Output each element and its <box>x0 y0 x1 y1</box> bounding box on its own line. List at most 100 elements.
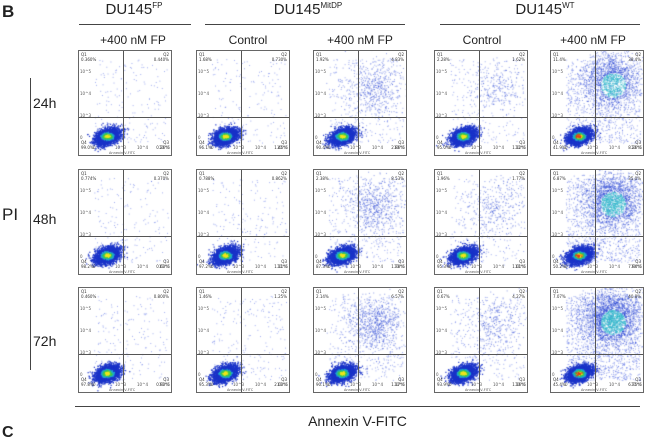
quadrant-label: Q4 <box>553 140 559 145</box>
quadrant-value: 0.460% <box>81 294 97 299</box>
scatter-density <box>197 51 289 155</box>
quadrant-label: Q1 <box>316 289 322 294</box>
y-tick-label: 10^4 <box>80 210 91 215</box>
quadrant-label: Q1 <box>553 52 559 57</box>
quadrant-value: 1.96% <box>437 176 450 181</box>
x-tick-label: 10^5 <box>394 145 405 150</box>
scatter-density <box>551 170 643 274</box>
quadrant-value: 2.28% <box>437 57 450 62</box>
quadrant-label: Q3 <box>635 140 641 145</box>
x-tick-label: 10^3 <box>350 145 361 150</box>
quadrant-gate-vertical <box>595 51 596 155</box>
x-tick-label: 10^3 <box>115 382 126 387</box>
quadrant-label: Q3 <box>635 377 641 382</box>
quadrant-label: Q3 <box>519 259 525 264</box>
x-tick-label: 10^4 <box>137 382 148 387</box>
quadrant-value: 0.370% <box>153 176 169 181</box>
scatter-density <box>551 288 643 392</box>
quadrant-gate-vertical <box>479 288 480 392</box>
quadrant-value: 1.68% <box>199 57 212 62</box>
quadrant-value: 1.16% <box>512 382 525 387</box>
quadrant-gate-vertical <box>358 51 359 155</box>
quadrant-label: Q4 <box>316 259 322 264</box>
next-panel-letter: C <box>2 424 14 441</box>
scatter-density <box>197 288 289 392</box>
quadrant-value: 0.360% <box>81 57 97 62</box>
quadrant-label: Q3 <box>163 140 169 145</box>
x-tick-label: 10^5 <box>631 382 642 387</box>
y-tick-label: 10^4 <box>315 328 326 333</box>
y-tick-label: 10^3 <box>198 350 209 355</box>
x-tick-label: 0 <box>565 382 568 387</box>
y-tick-label: 0 <box>198 372 201 377</box>
group-superscript: WT <box>562 1 575 10</box>
y-tick-label: 0 <box>315 135 318 140</box>
x-tick-label: 10^5 <box>394 264 405 269</box>
quadrant-gate-vertical <box>479 51 480 155</box>
plot-axis-caption: Annexin V-FITC <box>344 151 371 155</box>
flow-plot: Q1 0.360% Q2 0.440% Q4 99.0% Q3 0.26% 10^5 10^4 10… <box>78 50 172 156</box>
y-tick-label: 10^4 <box>436 210 447 215</box>
quadrant-gate-horizontal <box>79 117 171 118</box>
quadrant-value: 0.862% <box>271 176 287 181</box>
row-label-24h: 24h <box>33 95 57 111</box>
y-tick-label: 10^5 <box>552 69 563 74</box>
x-tick-label: 10^5 <box>515 264 526 269</box>
x-tick-label: 0 <box>565 264 568 269</box>
y-tick-label: 10^5 <box>552 306 563 311</box>
x-tick-label: 0 <box>449 382 452 387</box>
y-tick-label: 10^4 <box>80 328 91 333</box>
quadrant-value: 97.8% <box>81 382 94 387</box>
x-tick-label: 10^5 <box>515 145 526 150</box>
quadrant-label: Q4 <box>199 140 205 145</box>
y-tick-label: 0 <box>80 254 83 259</box>
quadrant-value: 11.4% <box>553 57 566 62</box>
quadrant-label: Q4 <box>316 140 322 145</box>
flow-plot: Q1 1.96% Q2 1.77% Q4 95.3% Q3 1.01% 10^5 10^4 10^3… <box>434 169 528 275</box>
y-tick-label: 10^3 <box>552 350 563 355</box>
quadrant-label: Q4 <box>81 140 87 145</box>
x-tick-label: 0 <box>449 145 452 150</box>
quadrant-gate-horizontal <box>314 354 406 355</box>
quadrant-gate-horizontal <box>197 354 289 355</box>
y-tick-label: 10^5 <box>436 306 447 311</box>
scatter-density <box>551 51 643 155</box>
quadrant-label: Q4 <box>553 377 559 382</box>
quadrant-value: 90.4% <box>316 145 329 150</box>
quadrant-gate-vertical <box>241 170 242 274</box>
quadrant-label: Q3 <box>163 259 169 264</box>
column-header: Control <box>228 33 268 47</box>
group-superscript: MitDP <box>320 1 343 10</box>
quadrant-label: Q4 <box>553 259 559 264</box>
quadrant-gate-horizontal <box>551 117 643 118</box>
quadrant-label: Q4 <box>437 377 443 382</box>
flow-plot: Q1 11.4% Q2 38.4% Q4 41.9% Q3 8.26% 10^5 10^4 10^3… <box>550 50 644 156</box>
x-tick-label: 10^4 <box>493 145 504 150</box>
y-tick-label: 10^3 <box>80 113 91 118</box>
plot-axis-caption: Annexin V-FITC <box>465 270 492 274</box>
flow-plot: Q1 7.07% Q2 40.8% Q4 45.4% Q3 6.75% 10^5 10^4 10^3… <box>550 287 644 393</box>
column-header: +400 nM FP <box>100 33 166 47</box>
quadrant-label: Q3 <box>519 377 525 382</box>
y-tick-label: 0 <box>80 372 83 377</box>
quadrant-gate-horizontal <box>435 117 527 118</box>
group-underline <box>79 24 191 25</box>
x-tick-label: 10^5 <box>159 382 170 387</box>
plot-axis-caption: Annexin V-FITC <box>109 388 136 392</box>
quadrant-value: 1.11% <box>274 264 287 269</box>
group-underline <box>440 24 640 25</box>
quadrant-value: 90.1% <box>316 382 329 387</box>
flow-plot: Q1 1.68% Q2 0.730% Q4 96.1% Q3 1.45% 10^5 10^4 10^… <box>196 50 290 156</box>
quadrant-gate-vertical <box>595 170 596 274</box>
scatter-density <box>79 51 171 155</box>
quadrant-value: 0.63% <box>156 264 169 269</box>
quadrant-value: 95.3% <box>437 264 450 269</box>
y-tick-label: 10^3 <box>552 113 563 118</box>
y-tick-label: 10^4 <box>198 328 209 333</box>
x-tick-label: 10^3 <box>115 264 126 269</box>
x-tick-label: 10^5 <box>277 264 288 269</box>
y-axis-label: PI <box>2 205 19 224</box>
quadrant-label: Q2 <box>519 171 525 176</box>
quadrant-gate-horizontal <box>314 117 406 118</box>
quadrant-value: 1.17% <box>391 382 404 387</box>
